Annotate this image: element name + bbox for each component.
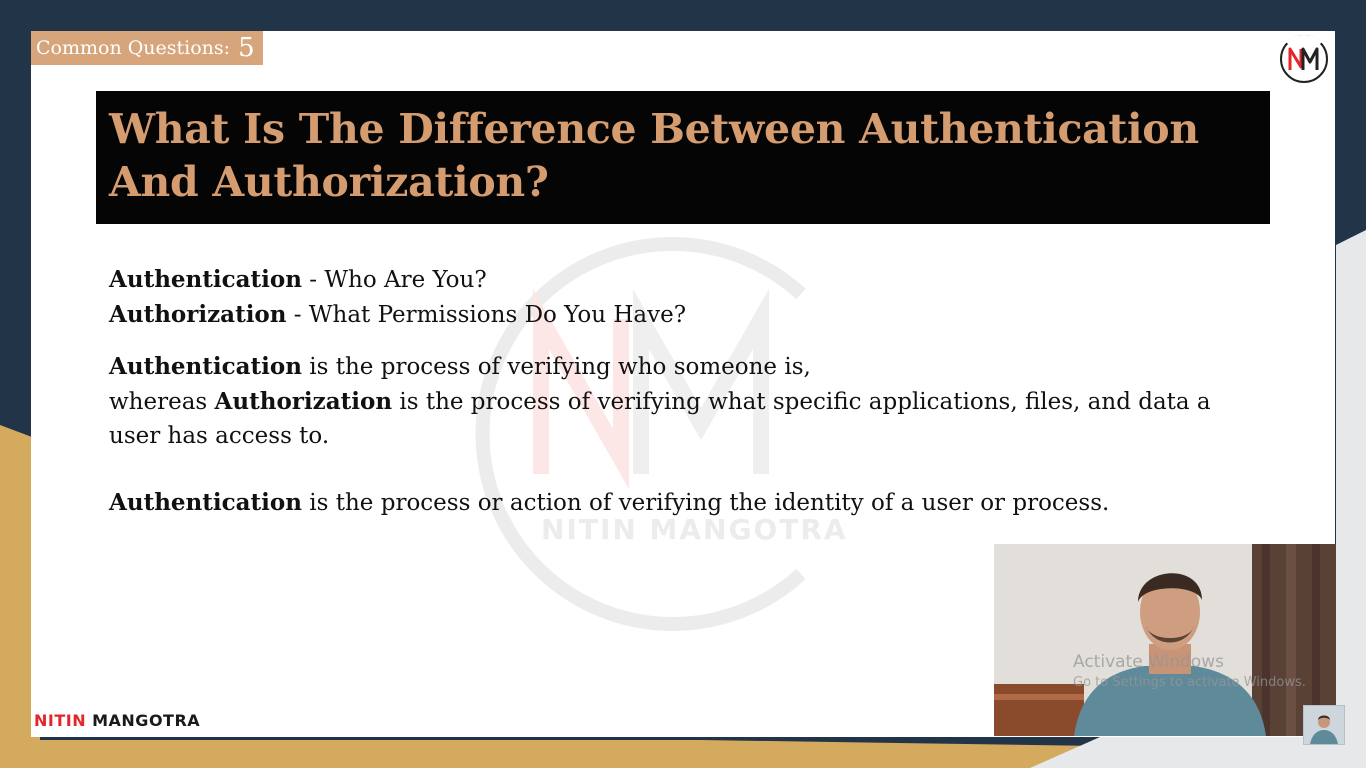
paragraph-line-1: Authentication is the process of verifyi… bbox=[109, 350, 811, 384]
term-authorization: Authorization bbox=[214, 388, 393, 415]
watermark-text: NITIN MANGOTRA bbox=[541, 513, 848, 546]
paragraph-line-3: user has access to. bbox=[109, 419, 329, 453]
title-banner: What Is The Difference Between Authentic… bbox=[96, 91, 1270, 224]
term-authentication: Authentication bbox=[109, 489, 302, 516]
definition-authorization: Authorization - What Permissions Do You … bbox=[109, 298, 686, 332]
paragraph-text: is the process of verifying what specifi… bbox=[392, 389, 1211, 415]
activate-windows-subtitle: Go to Settings to activate Windows. bbox=[1073, 675, 1306, 690]
presenter-webcam bbox=[994, 544, 1336, 736]
presenter-thumbnail[interactable] bbox=[1303, 705, 1345, 745]
nm-logo-icon bbox=[1280, 35, 1328, 83]
badge-number: 5 bbox=[238, 33, 255, 63]
footer-brand-first: NITIN bbox=[34, 711, 87, 730]
activate-windows-watermark: Activate Windows Go to Settings to activ… bbox=[1073, 652, 1306, 690]
definition-text: - Who Are You? bbox=[301, 267, 487, 293]
question-badge: Common Questions: 5 bbox=[31, 31, 263, 65]
definition-authentication: Authentication - Who Are You? bbox=[109, 263, 487, 297]
slide: Common Questions: 5 What Is The Differen… bbox=[31, 31, 1335, 737]
footer-brand-last: MANGOTRA bbox=[92, 711, 201, 730]
definition-text: - What Permissions Do You Have? bbox=[286, 302, 687, 328]
watermark-logo: NITIN MANGOTRA bbox=[475, 237, 848, 631]
activate-windows-title: Activate Windows bbox=[1073, 652, 1224, 672]
paragraph-text: whereas bbox=[109, 389, 215, 415]
footer-brand: NITIN MANGOTRA bbox=[34, 711, 200, 730]
paragraph-text: is the process of verifying who someone … bbox=[301, 354, 811, 380]
paragraph-text: user has access to. bbox=[109, 423, 330, 449]
paragraph-text: is the process or action of verifying th… bbox=[301, 490, 1110, 516]
term-authorization: Authorization bbox=[109, 301, 287, 328]
term-authentication: Authentication bbox=[109, 353, 302, 380]
slide-title: What Is The Difference Between Authentic… bbox=[109, 105, 1199, 206]
paragraph-line-4: Authentication is the process or action … bbox=[109, 486, 1109, 520]
paragraph-line-2: whereas Authorization is the process of … bbox=[109, 385, 1211, 419]
presenter-video-frame bbox=[994, 544, 1336, 736]
presenter-thumbnail-image bbox=[1304, 706, 1344, 744]
term-authentication: Authentication bbox=[109, 266, 302, 293]
badge-label: Common Questions: bbox=[36, 37, 231, 59]
